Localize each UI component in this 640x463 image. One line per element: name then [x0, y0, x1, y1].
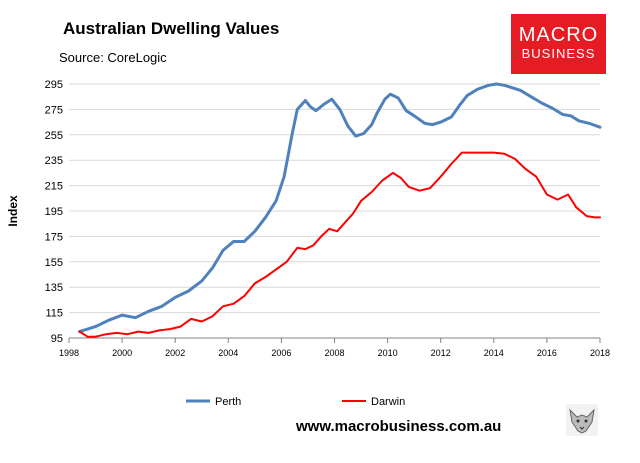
series-line-darwin	[78, 151, 601, 338]
chart-source: Source: CoreLogic	[59, 50, 167, 65]
logo-line-1: MACRO	[518, 24, 599, 46]
y-tick-label: 235	[45, 155, 63, 167]
fox-mascot-icon	[566, 404, 598, 436]
y-tick-label: 275	[45, 104, 63, 116]
logo-line-2: BUSINESS	[521, 46, 596, 61]
x-tick-label: 1998	[59, 348, 79, 358]
chart-title: Australian Dwelling Values	[63, 19, 280, 38]
y-tick-label: 255	[45, 130, 63, 142]
legend-label-darwin: Darwin	[371, 396, 405, 408]
x-tick-label: 2000	[112, 348, 132, 358]
y-tick-label: 135	[45, 282, 63, 294]
legend-label-perth: Perth	[215, 396, 241, 408]
y-tick-label: 195	[45, 206, 63, 218]
macrobusiness-logo: MACRO BUSINESS	[511, 14, 606, 74]
y-tick-label: 175	[45, 231, 63, 243]
y-tick-label: 95	[51, 333, 63, 345]
y-tick-label: 215	[45, 181, 63, 193]
x-tick-label: 2006	[271, 348, 291, 358]
x-tick-label: 2018	[590, 348, 610, 358]
x-tick-label: 2008	[324, 348, 344, 358]
y-tick-label: 115	[45, 308, 63, 320]
website-url: www.macrobusiness.com.au	[296, 418, 502, 435]
y-tick-label: 295	[45, 79, 63, 91]
series-line-perth	[78, 82, 602, 334]
y-axis-label: Index	[6, 195, 20, 227]
y-tick-label: 155	[45, 257, 63, 269]
x-tick-label: 2014	[484, 348, 504, 358]
x-tick-label: 2002	[165, 348, 185, 358]
x-tick-label: 2004	[218, 348, 238, 358]
x-tick-label: 2010	[378, 348, 398, 358]
x-tick-label: 2012	[431, 348, 451, 358]
x-tick-label: 2016	[537, 348, 557, 358]
